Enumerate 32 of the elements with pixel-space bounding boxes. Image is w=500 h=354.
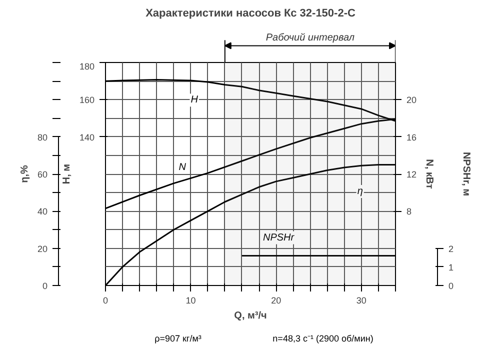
y-tick-label: 2	[448, 244, 454, 254]
y-axis-title: η,%	[19, 165, 30, 183]
y2-tick-label: 180	[79, 62, 95, 72]
y-tick-label: 40	[37, 206, 48, 217]
x-tick-label: 30	[356, 296, 366, 306]
y2-axis-title: H, м	[61, 164, 72, 184]
y-tick-label: 0	[448, 281, 454, 291]
y2-tick-label: 140	[79, 132, 95, 142]
text: n=48,3 с⁻¹ (2900 об/мин)	[272, 334, 374, 344]
y-tick-label: 0	[42, 281, 48, 291]
chart-title: Характеристики насосов Кс 32-150-2-С	[146, 8, 356, 20]
text: ρ=907 кг/м³	[154, 334, 202, 344]
series-label: η	[357, 186, 364, 197]
y-tick-label: 60	[37, 170, 48, 180]
y3-tick-label: 16	[406, 132, 417, 142]
y3-axis-title: N, кВт	[424, 159, 435, 189]
x-tick-label: 20	[271, 296, 282, 306]
series-label: N	[178, 162, 187, 173]
x-axis-title: Q, м³/ч	[234, 310, 268, 322]
series-label: H	[190, 94, 199, 106]
y3-tick-label: 12	[406, 170, 417, 180]
x-tick-label: 0	[102, 296, 108, 306]
x-tick-label: 10	[186, 296, 196, 306]
y3-tick-label: 20	[406, 95, 417, 106]
y-tick-label: 80	[37, 132, 48, 142]
series-label: NPSHr	[262, 232, 295, 244]
y3-tick-label: 8	[406, 206, 412, 217]
band-label: Рабочий интервал	[266, 32, 355, 44]
y-tick-label: 1	[448, 262, 454, 272]
y2-tick-label: 160	[79, 95, 95, 106]
y-tick-label: 20	[37, 244, 48, 254]
y-axis-title: NPSHr, м	[460, 152, 472, 196]
